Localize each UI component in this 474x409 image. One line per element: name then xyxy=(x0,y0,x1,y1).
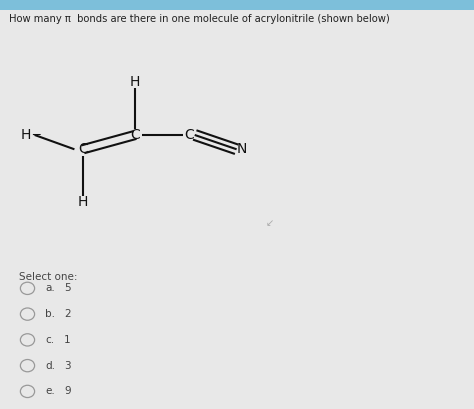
Text: Select one:: Select one: xyxy=(19,272,77,282)
Text: H: H xyxy=(21,128,31,142)
Text: 5: 5 xyxy=(64,283,71,293)
Bar xyxy=(0,0,474,10)
Text: 2: 2 xyxy=(64,309,71,319)
Text: H: H xyxy=(130,75,140,89)
Text: C: C xyxy=(78,142,88,156)
Text: b.: b. xyxy=(45,309,55,319)
Text: N: N xyxy=(237,142,247,156)
Text: 3: 3 xyxy=(64,361,71,371)
Text: e.: e. xyxy=(45,387,55,396)
Text: ↙: ↙ xyxy=(266,218,274,228)
Text: a.: a. xyxy=(45,283,55,293)
Text: How many π  bonds are there in one molecule of acrylonitrile (shown below): How many π bonds are there in one molecu… xyxy=(9,14,390,24)
Text: C: C xyxy=(185,128,194,142)
Text: d.: d. xyxy=(45,361,55,371)
Text: ─: ─ xyxy=(32,128,39,142)
Text: 1: 1 xyxy=(64,335,71,345)
Text: 9: 9 xyxy=(64,387,71,396)
Text: C: C xyxy=(130,128,140,142)
Text: H: H xyxy=(78,196,88,209)
Text: c.: c. xyxy=(45,335,54,345)
